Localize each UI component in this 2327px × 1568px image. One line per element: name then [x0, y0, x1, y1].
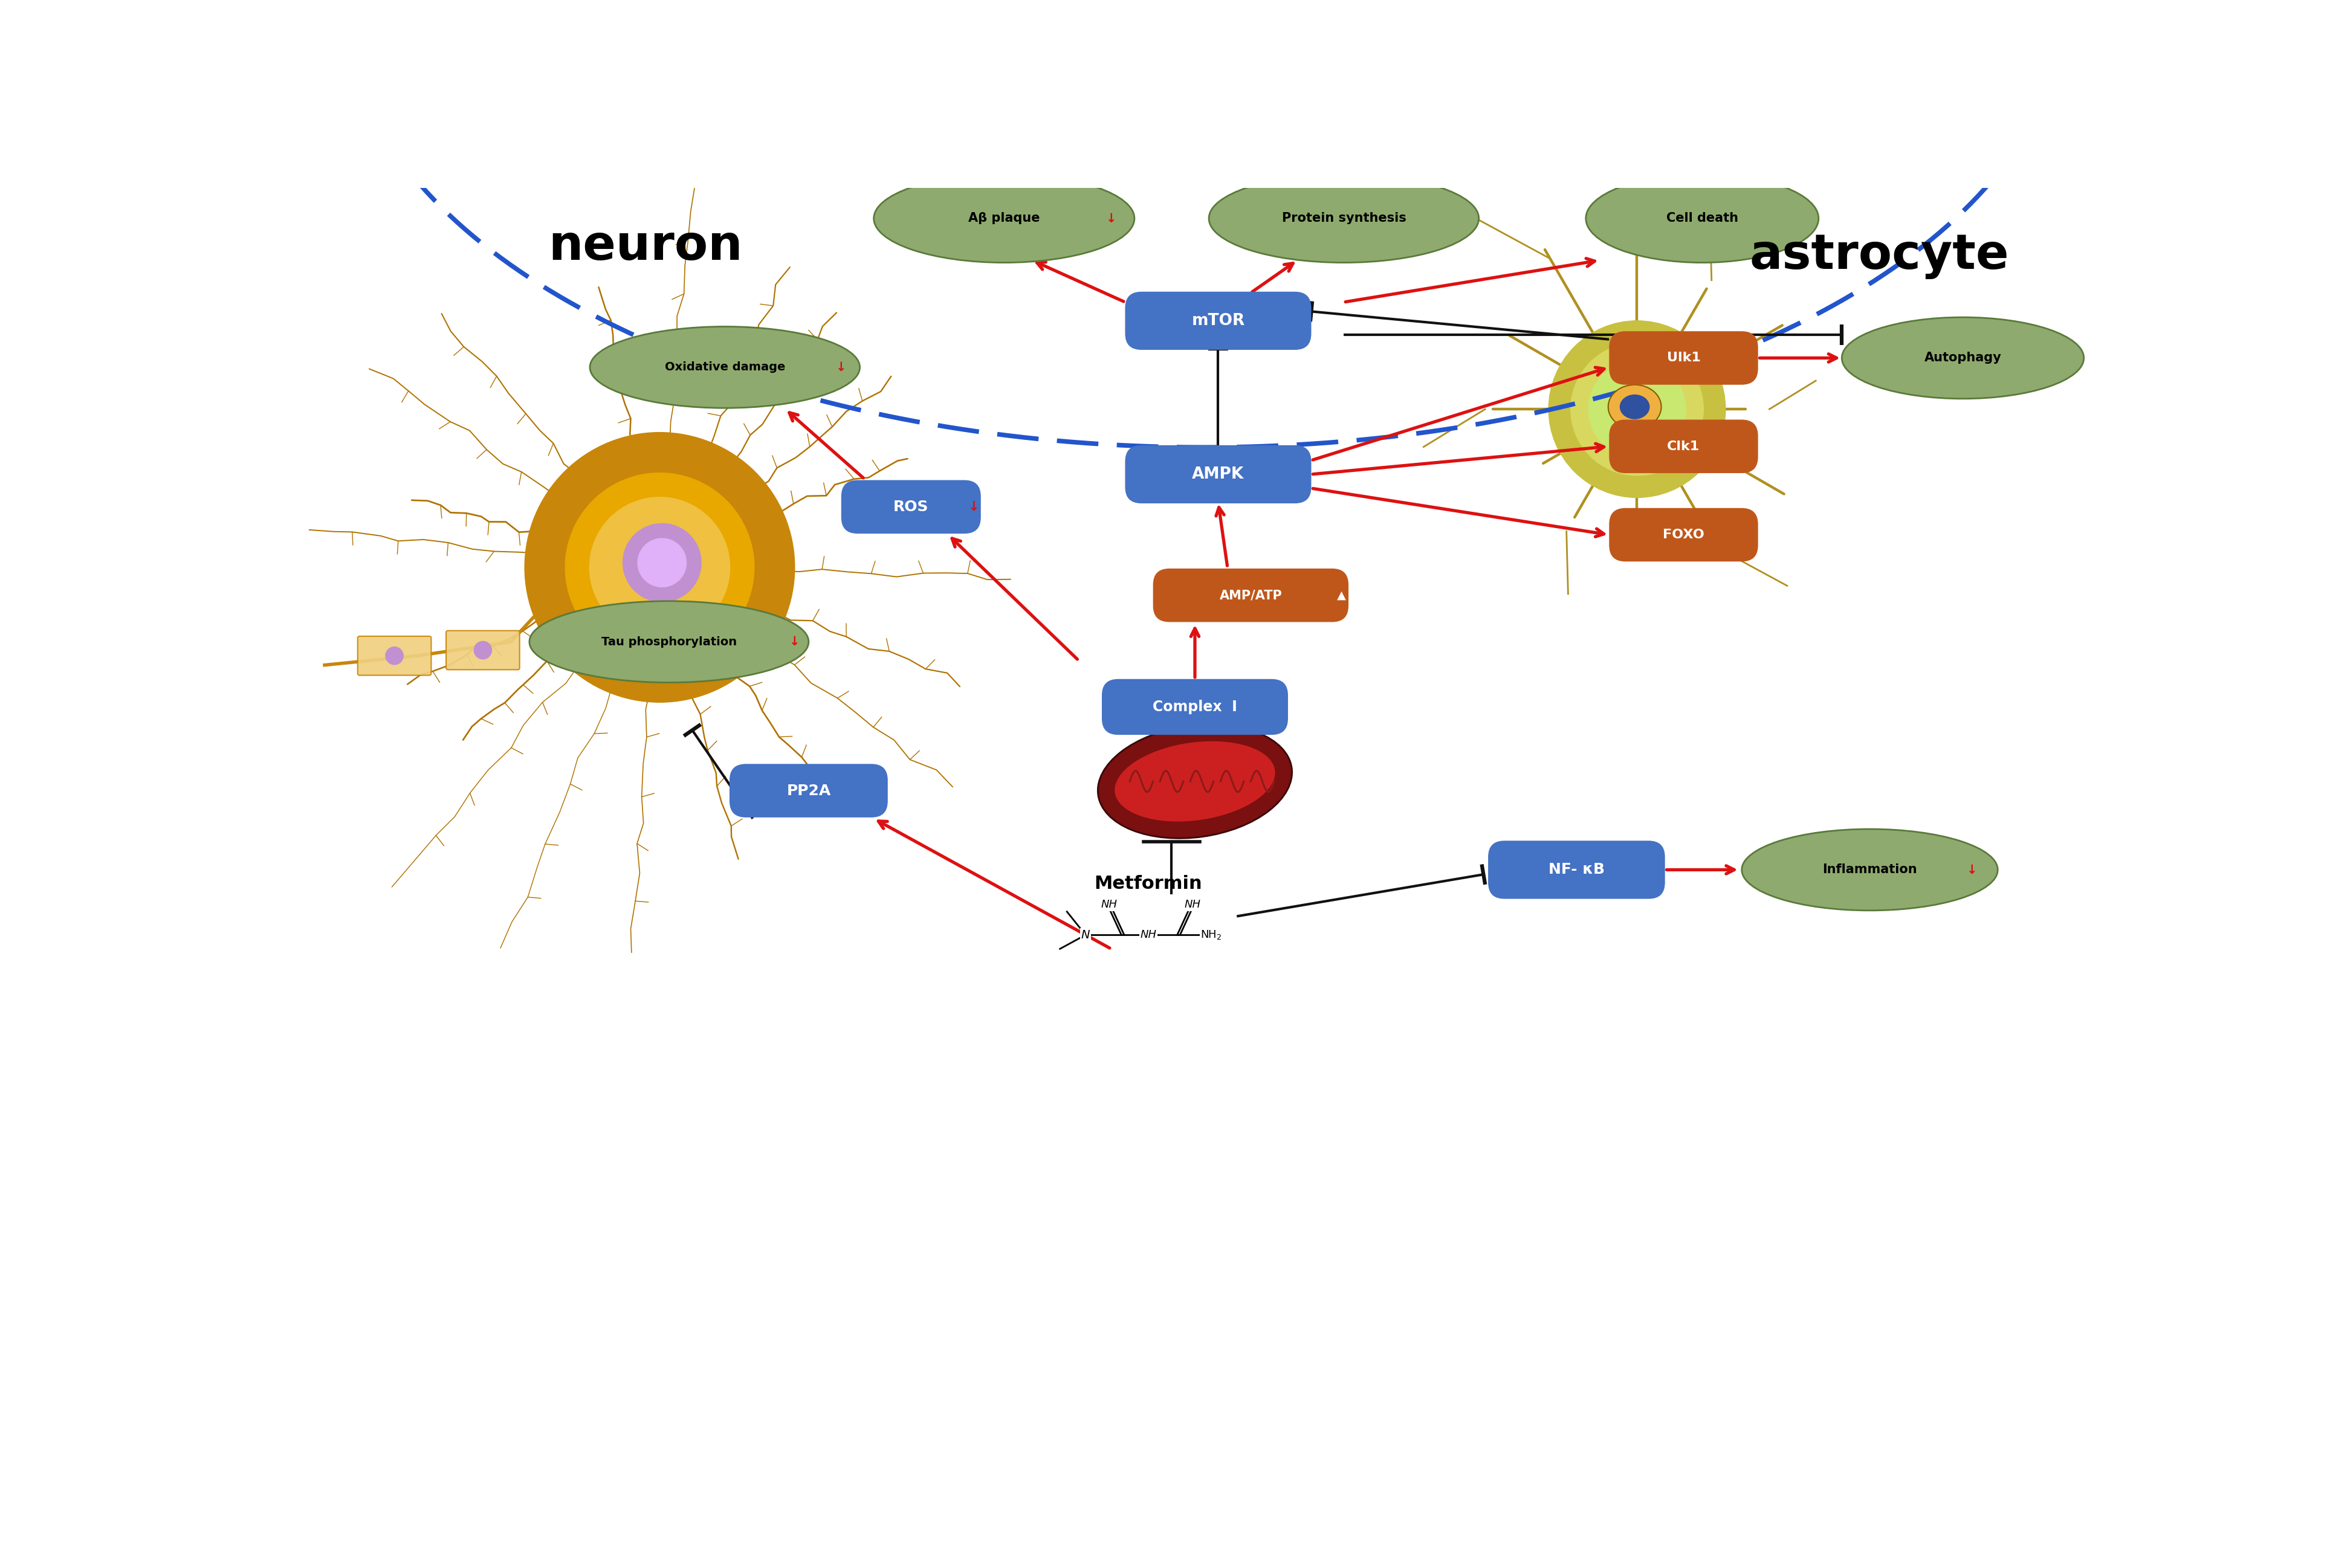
FancyBboxPatch shape	[1610, 508, 1759, 561]
Ellipse shape	[1843, 317, 2085, 398]
Text: ↓: ↓	[835, 361, 847, 373]
Circle shape	[1571, 343, 1703, 475]
Ellipse shape	[591, 326, 861, 408]
Circle shape	[638, 538, 686, 586]
Circle shape	[624, 524, 700, 602]
Text: NH: NH	[1140, 930, 1157, 941]
Circle shape	[1550, 321, 1727, 497]
Text: Protein synthesis: Protein synthesis	[1282, 212, 1406, 224]
Text: Complex  I: Complex I	[1152, 699, 1238, 713]
FancyBboxPatch shape	[1126, 445, 1312, 503]
Text: mTOR: mTOR	[1191, 314, 1245, 329]
Ellipse shape	[1741, 829, 1997, 911]
FancyBboxPatch shape	[1610, 420, 1759, 474]
Circle shape	[475, 641, 491, 659]
Text: NH: NH	[1184, 898, 1201, 909]
Text: neuron: neuron	[549, 223, 742, 270]
Ellipse shape	[1210, 174, 1480, 262]
FancyBboxPatch shape	[1489, 840, 1666, 898]
Ellipse shape	[1587, 174, 1820, 262]
Text: Oxidative damage: Oxidative damage	[666, 362, 784, 373]
Text: ↓: ↓	[968, 500, 980, 513]
Text: PP2A: PP2A	[787, 784, 831, 798]
Text: FOXO: FOXO	[1664, 528, 1703, 541]
Text: AMPK: AMPK	[1191, 466, 1245, 481]
FancyBboxPatch shape	[1126, 292, 1312, 350]
Text: Metformin: Metformin	[1094, 875, 1203, 892]
Text: astrocyte: astrocyte	[1750, 232, 2008, 279]
Text: ROS: ROS	[894, 500, 928, 514]
Text: ↓: ↓	[1105, 212, 1117, 224]
Text: NH: NH	[1101, 898, 1117, 909]
Text: Aβ plaque: Aβ plaque	[968, 212, 1040, 224]
Text: Tau phosphorylation: Tau phosphorylation	[600, 637, 738, 648]
Text: NF- κB: NF- κB	[1547, 862, 1606, 877]
Text: Autophagy: Autophagy	[1924, 351, 2001, 364]
Text: AMP/ATP: AMP/ATP	[1219, 590, 1282, 601]
FancyBboxPatch shape	[731, 764, 889, 817]
Text: Inflammation: Inflammation	[1822, 864, 1917, 877]
FancyBboxPatch shape	[358, 637, 430, 676]
Circle shape	[565, 474, 754, 662]
Circle shape	[589, 497, 731, 638]
Circle shape	[386, 648, 403, 665]
FancyBboxPatch shape	[447, 630, 519, 670]
Text: Cell death: Cell death	[1666, 212, 1738, 224]
FancyBboxPatch shape	[1154, 569, 1350, 622]
Circle shape	[1589, 361, 1685, 458]
Ellipse shape	[1098, 724, 1291, 839]
FancyBboxPatch shape	[1103, 679, 1289, 735]
Text: Clk1: Clk1	[1666, 441, 1701, 453]
Circle shape	[524, 433, 796, 702]
Text: NH$_2$: NH$_2$	[1201, 928, 1222, 941]
Ellipse shape	[875, 174, 1136, 262]
Text: ↓: ↓	[1966, 864, 1978, 877]
Text: ↓: ↓	[789, 635, 800, 648]
Text: N: N	[1082, 930, 1089, 941]
Text: Ulk1: Ulk1	[1666, 351, 1701, 364]
Ellipse shape	[528, 601, 810, 682]
Text: ▲: ▲	[1338, 590, 1345, 601]
Ellipse shape	[1620, 395, 1650, 419]
FancyBboxPatch shape	[1610, 331, 1759, 384]
Ellipse shape	[1608, 384, 1661, 430]
FancyBboxPatch shape	[842, 480, 982, 533]
Ellipse shape	[1115, 740, 1275, 822]
